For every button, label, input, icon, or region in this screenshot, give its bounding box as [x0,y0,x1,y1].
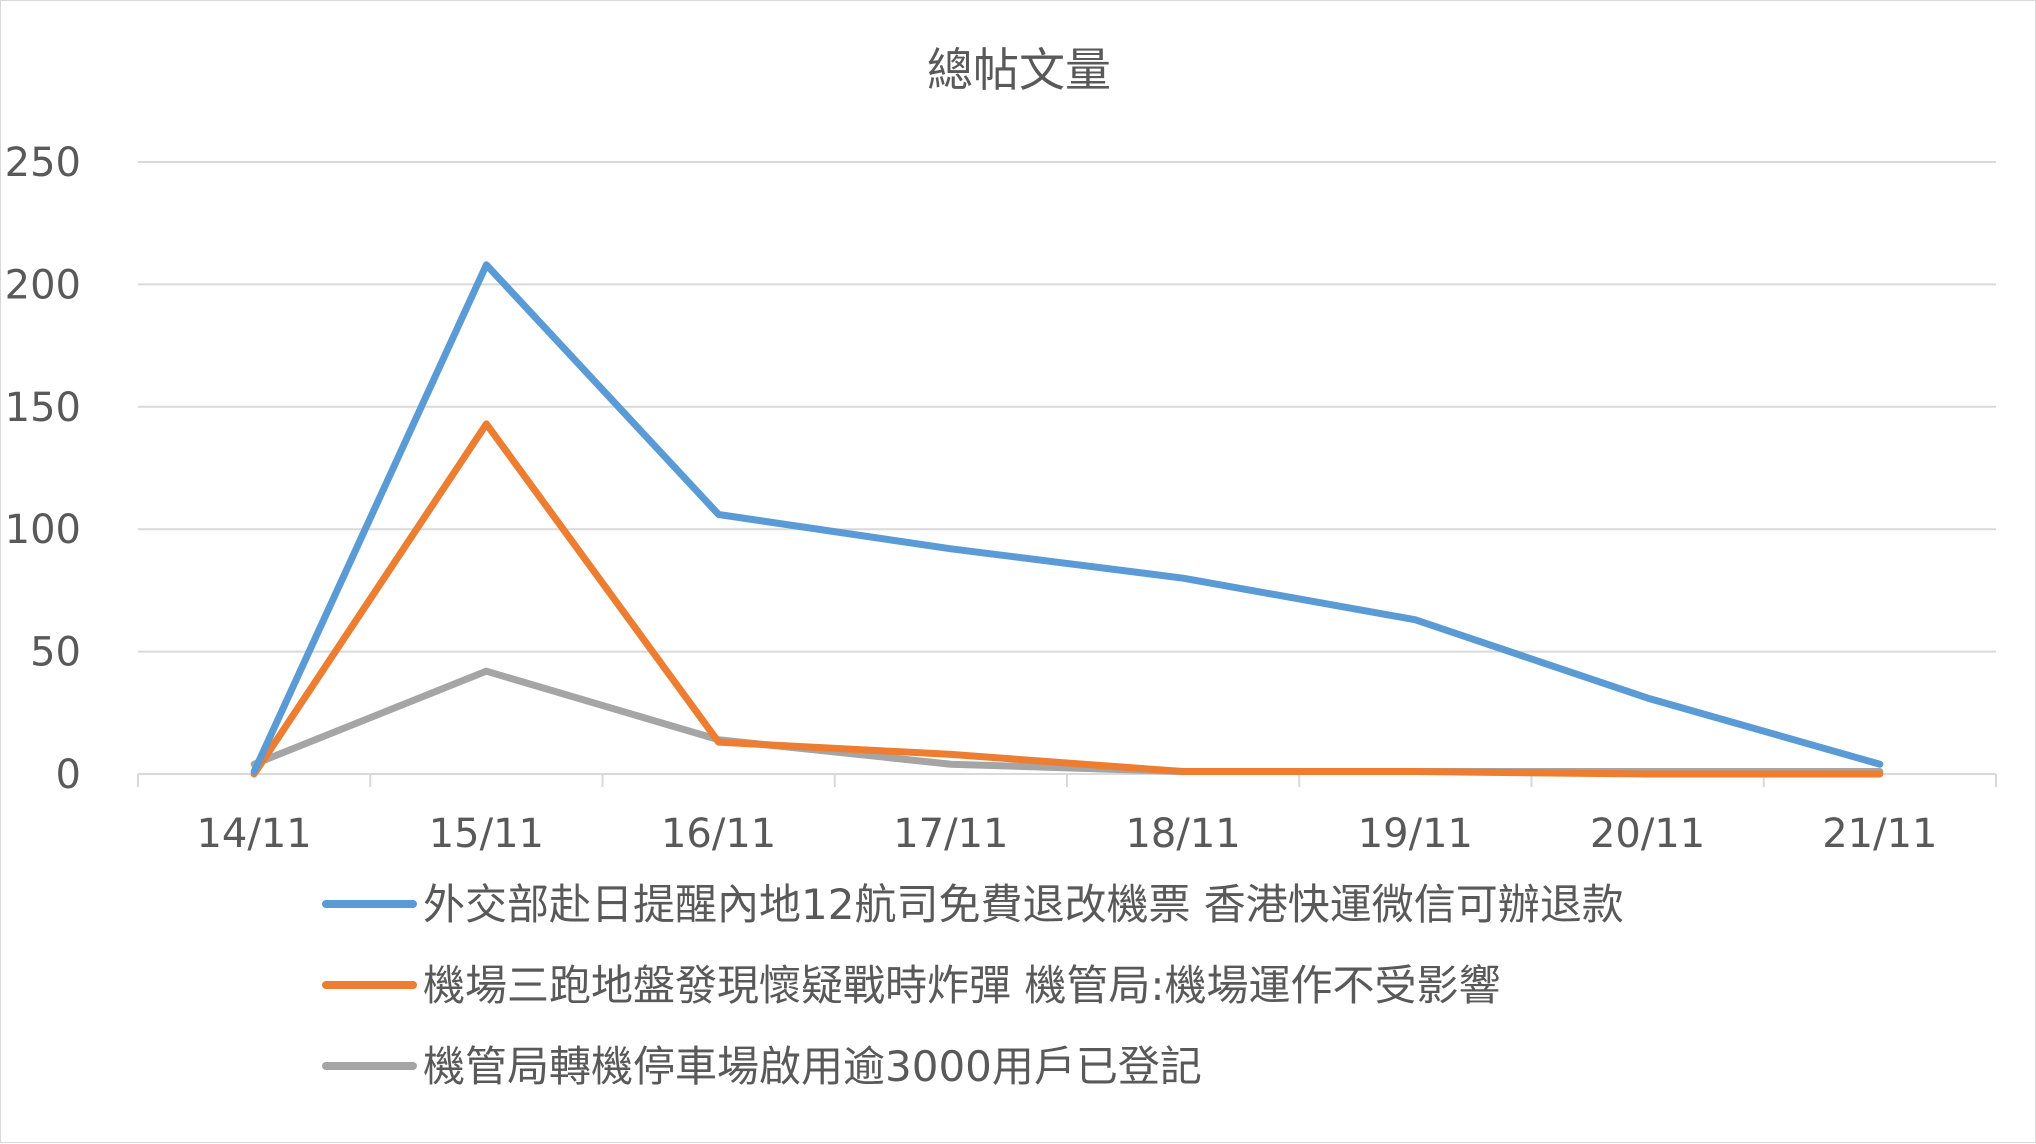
legend: 外交部赴日提醒內地12航司免費退改機票 香港快運微信可辦退款機場三跑地盤發現懷疑… [322,880,1624,1091]
y-tick-label: 0 [56,752,81,798]
x-tick-label: 14/11 [196,811,311,857]
x-tick-label: 20/11 [1590,811,1705,857]
series-lines [250,261,1884,778]
x-tick-label: 19/11 [1358,811,1473,857]
y-tick-label: 150 [5,385,81,431]
series-line-2 [250,420,1884,778]
y-tick-label: 250 [5,140,81,186]
chart-title: 總帖文量 [927,43,1111,97]
series-line-3 [250,667,1884,776]
series-line-1 [250,261,1884,776]
gridlines [138,161,1996,653]
legend-label: 機場三跑地盤發現懷疑戰時炸彈 機管局:機場運作不受影響 [423,961,1501,1010]
legend-label: 外交部赴日提醒內地12航司免費退改機票 香港快運微信可辦退款 [423,880,1624,929]
x-tick-label: 21/11 [1822,811,1937,857]
x-tick-label: 17/11 [893,811,1008,857]
x-tick-label: 16/11 [661,811,776,857]
legend-label: 機管局轉機停車場啟用逾3000用戶已登記 [423,1042,1202,1091]
y-tick-label: 50 [30,630,81,676]
x-axis-labels: 14/11 15/11 16/11 17/11 18/11 19/11 20/11 21/11 [196,811,1937,857]
x-tick-label: 15/11 [429,811,544,857]
y-tick-label: 100 [5,507,81,553]
x-tick-label: 18/11 [1125,811,1240,857]
y-axis: 0 50 100 150 200 250 [5,140,81,798]
y-tick-label: 200 [5,262,81,308]
